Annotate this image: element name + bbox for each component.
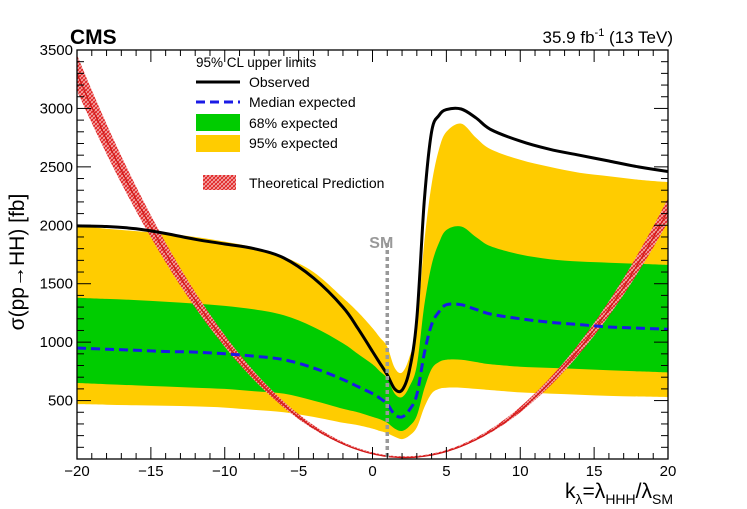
lumi-exponent: -1 (595, 27, 605, 39)
x-axis-title-base: k (565, 480, 576, 503)
lumi-value: 35.9 fb (543, 28, 595, 47)
lumi-label: 35.9 fb-1 (13 TeV) (543, 27, 673, 47)
legend-median: Median expected (249, 94, 356, 110)
x-axis-title-sub3: SM (652, 491, 673, 507)
legend: 95% CL upper limits Observed Median expe… (196, 55, 384, 191)
legend-theory-box (203, 175, 236, 190)
legend-95: 95% expected (249, 135, 338, 151)
x-axis-title-sub1: λ (576, 491, 583, 507)
y-tick-label: 3500 (40, 42, 73, 59)
x-tick-label: 10 (512, 463, 529, 480)
plot-area (77, 54, 668, 459)
x-tick-label: −5 (290, 463, 307, 480)
axis-ticks: −20 −15 −10 −5 0 5 10 15 20 500 1000 1500 2000 2500 30… (40, 42, 677, 480)
x-tick-label: −15 (138, 463, 163, 480)
cms-label: CMS (70, 26, 117, 49)
legend-68: 68% expected (249, 115, 338, 131)
lumi-energy: (13 TeV) (604, 28, 673, 47)
legend-95-box (196, 135, 240, 152)
x-tick-label: 15 (586, 463, 603, 480)
y-tick-label: 500 (48, 393, 73, 410)
x-tick-label: −10 (212, 463, 237, 480)
x-axis-title-mid: =λ (583, 480, 606, 503)
y-tick-label: 1000 (40, 334, 73, 351)
x-axis-title-sub2: HHH (605, 491, 635, 507)
legend-title: 95% CL upper limits (196, 55, 317, 70)
y-tick-label: 2500 (40, 159, 73, 176)
x-axis-title-slash: /λ (636, 480, 653, 503)
median-expected-line (77, 302, 668, 419)
x-tick-label: 5 (442, 463, 450, 480)
band-68 (77, 226, 668, 432)
y-axis-title: σ(pp→HH) [fb] (6, 194, 29, 331)
x-tick-label: 0 (368, 463, 376, 480)
y-tick-label: 3000 (40, 100, 73, 117)
y-tick-label: 1500 (40, 276, 73, 293)
x-axis-title: kλ=λHHH/λSM (565, 480, 673, 507)
legend-theory: Theoretical Prediction (249, 175, 384, 191)
x-tick-label: −20 (64, 463, 89, 480)
legend-observed: Observed (249, 74, 310, 90)
observed-line (77, 106, 668, 394)
sm-label: SM (369, 235, 393, 252)
x-tick-label: 20 (660, 463, 677, 480)
y-tick-label: 2000 (40, 217, 73, 234)
legend-68-box (196, 114, 240, 131)
